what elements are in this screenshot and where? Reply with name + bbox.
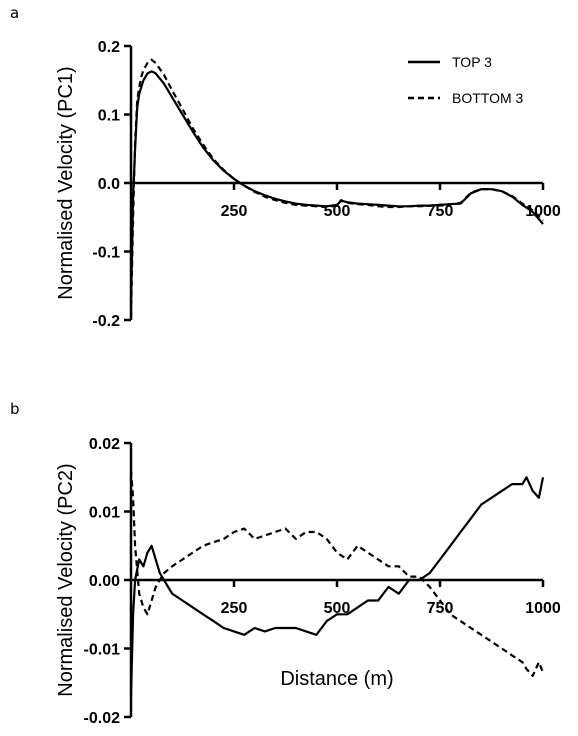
series-line-top-3 [129, 476, 545, 697]
x-tick-label: 750 [427, 600, 454, 617]
series-line-bottom-3 [129, 470, 545, 677]
x-tick-label: 250 [221, 600, 248, 617]
legend: TOP 3 BOTTOM 3 [408, 54, 524, 106]
y-tick-label: 0.2 [98, 39, 120, 56]
x-tick-label: 500 [324, 203, 351, 220]
panel-a-axes [129, 46, 543, 320]
series-line-bottom-3 [129, 58, 544, 317]
y-tick-label: -0.01 [84, 642, 121, 659]
panel-a-letter: a [10, 4, 19, 22]
x-tick-label: 1000 [525, 600, 561, 617]
panel-b-letter: b [10, 400, 20, 418]
y-tick-label: 0.0 [98, 176, 120, 193]
legend-label-bottom-3: BOTTOM 3 [452, 90, 524, 106]
y-tick-label: 0.00 [89, 573, 120, 590]
x-tick-label: 750 [427, 203, 454, 220]
panel-b-chart: b Normalised Velocity (PC2) Distance (m)… [10, 400, 561, 727]
y-tick-label: -0.1 [92, 245, 120, 262]
x-tick-label: 1000 [525, 203, 561, 220]
panel-a-chart: a Normalised Velocity (PC1) -0.2 -0.1 0.0 0… [10, 4, 561, 330]
panel-b-ticks: -0.02 -0.01 0.00 0.01 0.02 250 500 750 1000 [84, 436, 561, 727]
panel-b-axes [129, 443, 543, 717]
legend-label-top-3: TOP 3 [452, 54, 492, 70]
y-tick-label: -0.2 [92, 313, 120, 330]
y-tick-label: 0.02 [89, 436, 120, 453]
y-tick-label: 0.01 [89, 505, 120, 522]
x-tick-label: 500 [324, 600, 351, 617]
x-tick-label: 250 [221, 203, 248, 220]
panel-a-series [129, 58, 544, 317]
panel-b-y-axis-label: Normalised Velocity (PC2) [55, 463, 77, 696]
y-tick-label: 0.1 [98, 108, 120, 125]
y-tick-label: -0.02 [84, 710, 121, 727]
panel-a-ticks: -0.2 -0.1 0.0 0.1 0.2 250 500 750 1000 [92, 39, 560, 330]
panel-b-x-axis-label: Distance (m) [280, 668, 393, 690]
panel-a-y-axis-label: Normalised Velocity (PC1) [55, 66, 77, 299]
